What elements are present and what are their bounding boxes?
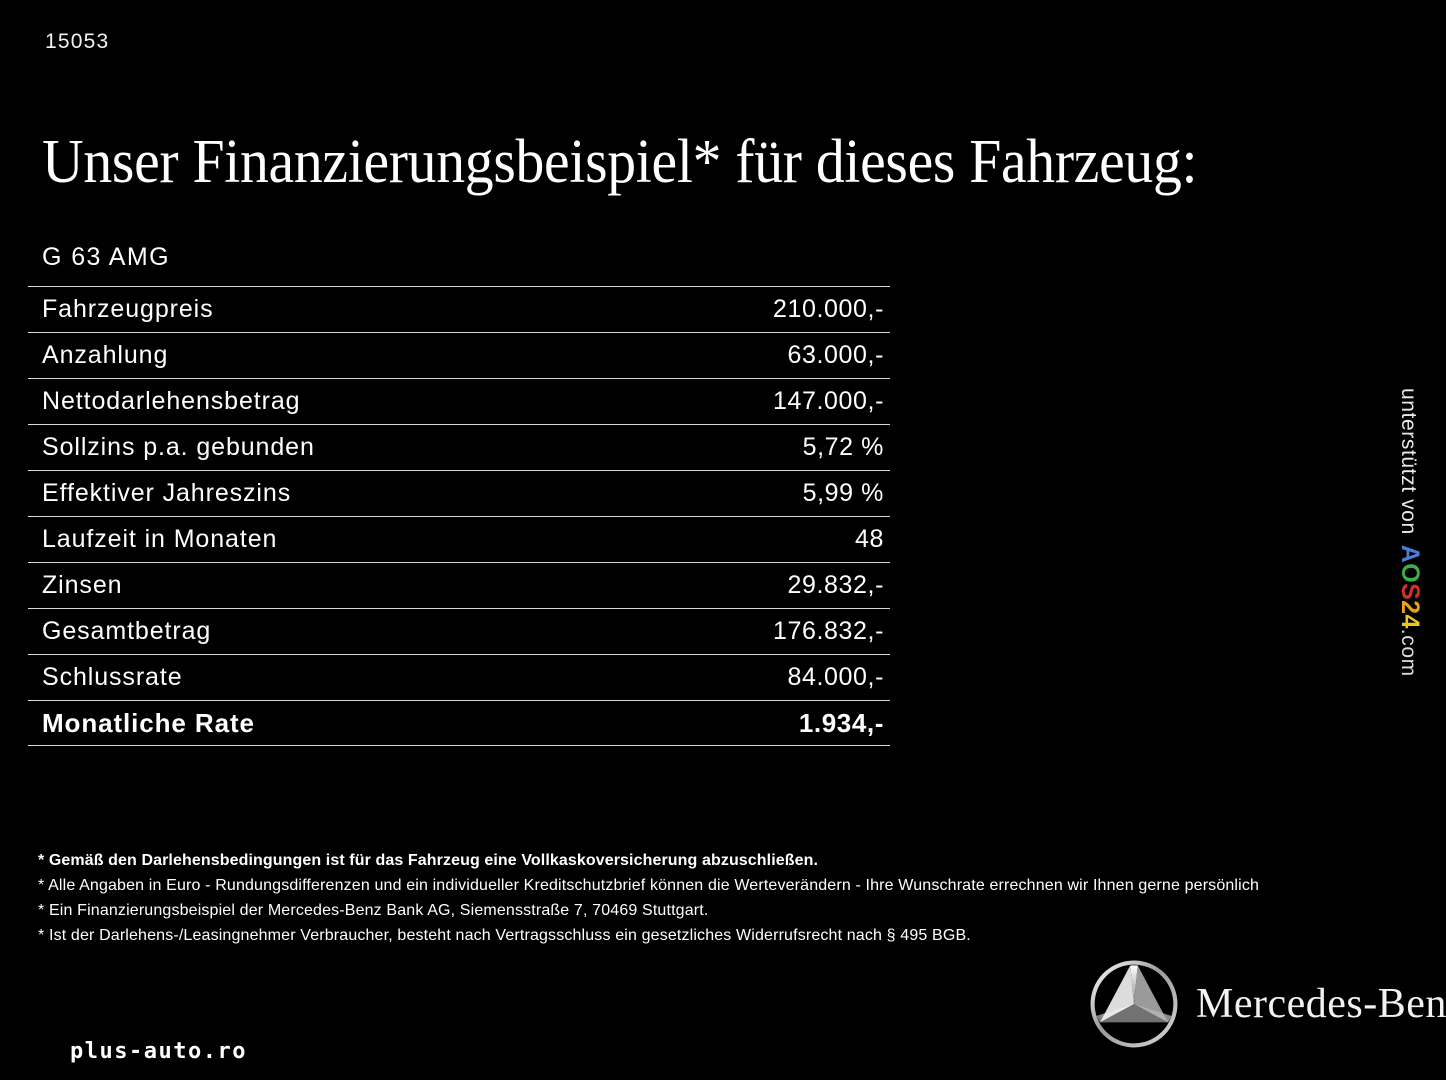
mercedes-benz-lockup: Mercedes-Benz	[1088, 958, 1446, 1050]
footnote: * Alle Angaben in Euro - Rundungsdiffere…	[38, 877, 1260, 894]
page-title: Unser Finanzierungsbeispiel* für dieses …	[42, 127, 1198, 196]
row-value: 63.000,-	[787, 341, 884, 369]
financing-table: G 63 AMG Fahrzeugpreis 210.000,- Anzahlung…	[28, 243, 890, 746]
table-row: Anzahlung 63.000,-	[28, 332, 890, 378]
supporter-credit: unterstützt von AOS24.com	[1388, 388, 1432, 768]
table-row: Sollzins p.a. gebunden 5,72 %	[28, 424, 890, 470]
row-value: 210.000,-	[772, 295, 884, 323]
aos24-logo[interactable]: AOS24	[1396, 545, 1424, 629]
footnote: * Ist der Darlehens-/Leasingnehmer Verbr…	[38, 927, 971, 944]
mercedes-star-icon	[1090, 960, 1178, 1048]
row-value: 5,72 %	[802, 433, 884, 461]
document-id: 15053	[45, 30, 110, 53]
footnote: * Gemäß den Darlehensbedingungen ist für…	[38, 852, 819, 869]
row-value: 84.000,-	[787, 663, 884, 691]
aos24-letter: 4	[1396, 614, 1424, 629]
aos24-letter: O	[1396, 563, 1424, 584]
vehicle-model-label: G 63 AMG	[42, 243, 170, 271]
supporter-credit-text: unterstützt von	[1397, 388, 1420, 535]
row-label: Schlussrate	[42, 663, 183, 691]
aos24-letter: S	[1396, 583, 1424, 601]
footnote: * Ein Finanzierungsbeispiel der Mercedes…	[38, 902, 709, 919]
mercedes-benz-wordmark: Mercedes-Benz	[1196, 981, 1446, 1027]
row-value: 29.832,-	[787, 571, 884, 599]
row-label: Monatliche Rate	[42, 707, 255, 738]
row-label: Anzahlung	[42, 341, 169, 369]
row-value: 147.000,-	[772, 387, 884, 415]
table-row: Monatliche Rate 1.934,-	[28, 700, 890, 746]
footnotes-block: * Gemäß den Darlehensbedingungen ist für…	[38, 848, 1418, 948]
row-label: Sollzins p.a. gebunden	[42, 433, 315, 461]
row-value: 48	[854, 525, 884, 553]
row-label: Zinsen	[42, 571, 123, 599]
row-label: Laufzeit in Monaten	[42, 525, 278, 553]
row-label: Fahrzeugpreis	[42, 295, 214, 323]
table-row: Gesamtbetrag 176.832,-	[28, 608, 890, 654]
table-row: Schlussrate 84.000,-	[28, 654, 890, 700]
aos24-domain-suffix: .com	[1397, 628, 1420, 677]
row-label: Effektiver Jahreszins	[42, 479, 292, 507]
aos24-letter: 2	[1396, 600, 1424, 615]
row-value: 1.934,-	[798, 707, 884, 738]
table-row: Fahrzeugpreis 210.000,-	[28, 286, 890, 332]
financing-rows: Fahrzeugpreis 210.000,- Anzahlung 63.000,- N…	[28, 286, 890, 746]
site-tag: plus-auto.ro	[70, 1039, 247, 1064]
table-row: Nettodarlehensbetrag 147.000,-	[28, 378, 890, 424]
row-value: 176.832,-	[772, 617, 884, 645]
table-row: Effektiver Jahreszins 5,99 %	[28, 470, 890, 516]
row-value: 5,99 %	[802, 479, 884, 507]
row-label: Nettodarlehensbetrag	[42, 387, 301, 415]
row-label: Gesamtbetrag	[42, 617, 212, 645]
aos24-letter: A	[1396, 544, 1424, 564]
table-row: Laufzeit in Monaten 48	[28, 516, 890, 562]
table-row: Zinsen 29.832,-	[28, 562, 890, 608]
